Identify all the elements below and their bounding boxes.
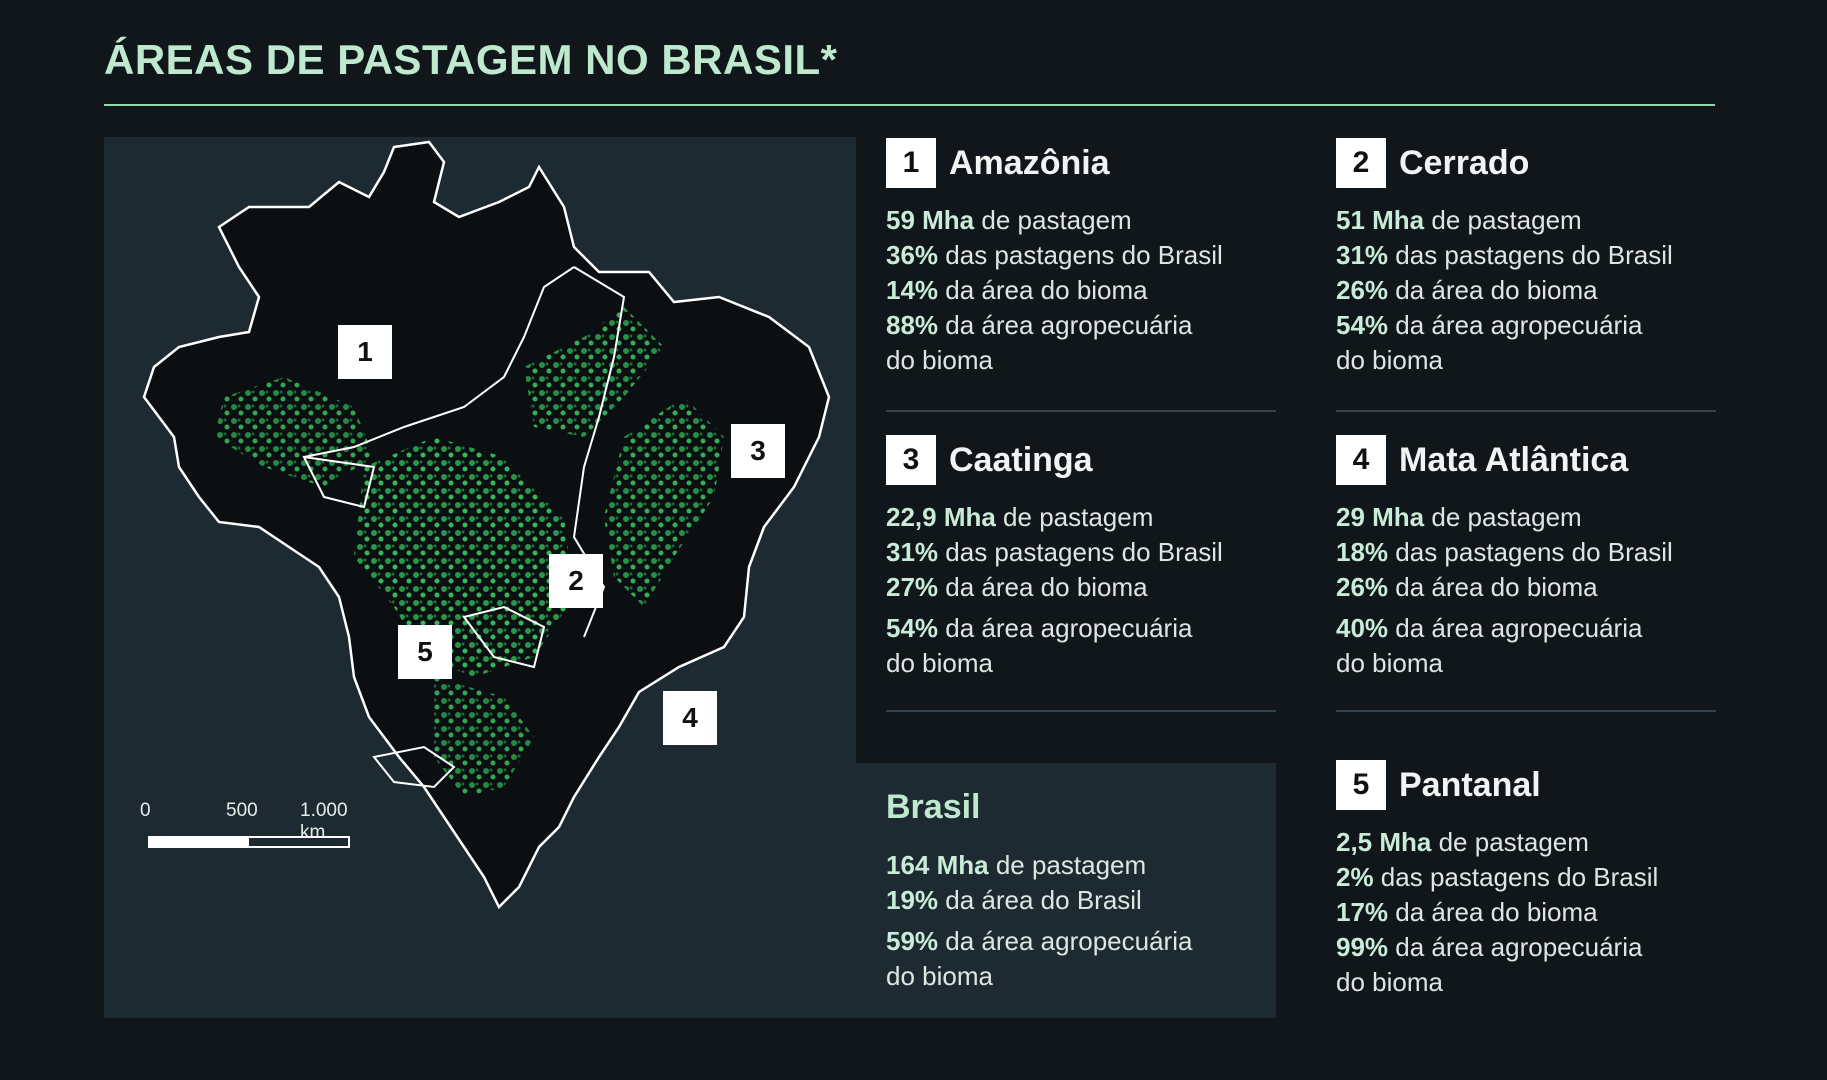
stat-text: da área do bioma [938, 275, 1148, 305]
stat-text: de pastagem [1424, 502, 1582, 532]
stat-text: de pastagem [995, 502, 1154, 532]
stat-text: da área do Brasil [938, 885, 1142, 915]
biome-number: 2 [1336, 138, 1386, 188]
stat-text: de pastagem [988, 850, 1147, 880]
stat-value: 18% [1336, 537, 1389, 567]
stat-continuation: do bioma [886, 345, 993, 375]
stat-continuation: do bioma [886, 961, 993, 991]
biome-amazonia: 1 Amazônia 59 Mha de pastagem 36% das pa… [886, 137, 1306, 377]
stat-value: 40% [1336, 613, 1389, 643]
brasil-summary-panel [856, 763, 1276, 1018]
brasil-stats: 164 Mha de pastagem 19% da área do Brasi… [886, 848, 1306, 993]
pasture-patch-north [524, 307, 664, 437]
stat-value: 27% [886, 572, 939, 602]
map-marker-4: 4 [663, 691, 717, 745]
map-scale: 0 500 1.000 km [140, 800, 360, 860]
stat-value: 54% [1336, 310, 1389, 340]
biome-name: Cerrado [1399, 143, 1530, 182]
biome-number: 1 [886, 138, 936, 188]
stat-text: da área agropecuária [1388, 310, 1643, 340]
biome-cerrado: 2 Cerrado 51 Mha de pastagem 31% das pas… [1336, 137, 1756, 377]
stat-value: 54% [886, 613, 939, 643]
biome-border [303, 266, 575, 458]
stat-value: 14% [886, 275, 939, 305]
stat-text: das pastagens do Brasil [1388, 240, 1673, 270]
stat-value: 36% [886, 240, 939, 270]
pasture-patch-east [604, 397, 724, 607]
biome-border [302, 455, 376, 509]
stat-continuation: do bioma [886, 648, 993, 678]
biome-name: Amazônia [949, 143, 1110, 182]
stat-value: 26% [1336, 275, 1389, 305]
stat-text: da área do bioma [1388, 275, 1598, 305]
biome-number: 5 [1336, 760, 1386, 810]
stat-text: de pastagem [1424, 205, 1582, 235]
stat-continuation: do bioma [1336, 967, 1443, 997]
stat-value: 59% [886, 926, 939, 956]
brazil-map [142, 140, 831, 910]
stat-text: da área do bioma [938, 572, 1148, 602]
scale-label-500: 500 [226, 800, 258, 821]
stat-value: 51 Mha [1336, 205, 1425, 235]
map-marker-5: 5 [398, 625, 452, 679]
stat-text: de pastagem [974, 205, 1132, 235]
stat-text: das pastagens do Brasil [1373, 862, 1659, 892]
divider [1336, 710, 1716, 712]
biome-border [462, 605, 546, 669]
pasture-patch-west [214, 377, 374, 487]
stat-text: da área agropecuária [938, 613, 1193, 643]
map-marker-1: 1 [338, 325, 392, 379]
stat-value: 26% [1336, 572, 1389, 602]
stat-value: 99% [1336, 932, 1389, 962]
stat-value: 164 Mha [886, 850, 989, 880]
stat-text: da área do bioma [1388, 897, 1598, 927]
scale-bar [148, 836, 350, 848]
stat-text: da área agropecuária [938, 310, 1193, 340]
stat-value: 2% [1336, 862, 1374, 892]
brasil-title: Brasil [886, 788, 981, 826]
scale-label-0: 0 [140, 800, 151, 821]
stat-value: 29 Mha [1336, 502, 1425, 532]
biome-name: Caatinga [949, 440, 1093, 479]
biome-pantanal: 5 Pantanal 2,5 Mha de pastagem 2% das pa… [1336, 759, 1756, 999]
stat-text: das pastagens do Brasil [1388, 537, 1673, 567]
stat-value: 19% [886, 885, 939, 915]
biome-mata-atlantica: 4 Mata Atlântica 29 Mha de pastagem 18% … [1336, 434, 1756, 680]
title-divider [104, 104, 1715, 106]
stat-continuation: do bioma [1336, 648, 1443, 678]
stat-value: 59 Mha [886, 205, 975, 235]
stat-value: 17% [1336, 897, 1389, 927]
page-title: ÁREAS DE PASTAGEM NO BRASIL* [104, 36, 838, 83]
divider [1336, 410, 1716, 412]
divider [886, 410, 1276, 412]
biome-number: 3 [886, 435, 936, 485]
stat-text: da área do bioma [1388, 572, 1598, 602]
stat-value: 22,9 Mha [886, 502, 996, 532]
stat-text: da área agropecuária [938, 926, 1193, 956]
divider [886, 710, 1276, 712]
pasture-patch-south [434, 677, 534, 797]
stat-value: 31% [886, 537, 939, 567]
biome-name: Pantanal [1399, 765, 1541, 804]
stat-text: das pastagens do Brasil [938, 537, 1223, 567]
stat-text: da área agropecuária [1388, 613, 1643, 643]
map-marker-3: 3 [731, 424, 785, 478]
stat-text: da área agropecuária [1388, 932, 1643, 962]
stat-text: das pastagens do Brasil [938, 240, 1223, 270]
map-marker-2: 2 [549, 554, 603, 608]
pasture-patch-center [354, 437, 574, 677]
biome-border [372, 745, 456, 789]
stat-value: 88% [886, 310, 939, 340]
biome-caatinga: 3 Caatinga 22,9 Mha de pastagem 31% das … [886, 434, 1306, 680]
stat-value: 2,5 Mha [1336, 827, 1432, 857]
stat-text: de pastagem [1431, 827, 1589, 857]
biome-number: 4 [1336, 435, 1386, 485]
biome-name: Mata Atlântica [1399, 440, 1629, 479]
stat-continuation: do bioma [1336, 345, 1443, 375]
stat-value: 31% [1336, 240, 1389, 270]
